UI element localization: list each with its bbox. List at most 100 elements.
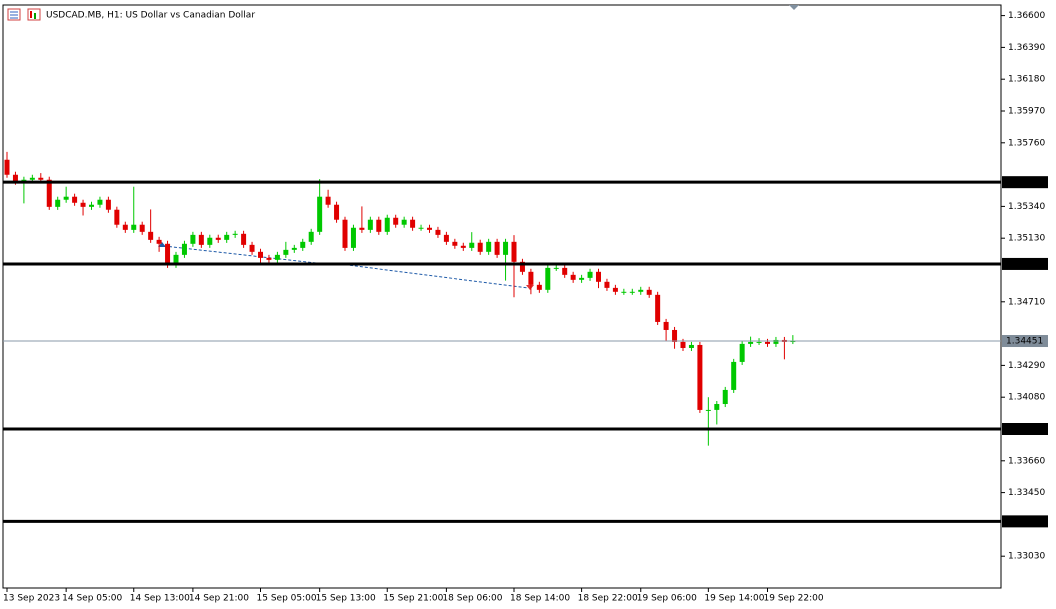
candle-body	[486, 241, 492, 252]
candle-body	[773, 339, 779, 344]
level-label: 1.33260	[1006, 517, 1043, 527]
candle-body	[579, 277, 585, 280]
candle-body	[300, 241, 306, 248]
candle-body	[198, 234, 204, 245]
candle-body	[105, 199, 111, 210]
candle-body	[553, 267, 559, 269]
y-tick-label: 1.36600	[1008, 11, 1045, 21]
candle-body	[469, 242, 475, 248]
y-tick-label: 1.35760	[1008, 138, 1045, 148]
candle-body	[249, 244, 255, 252]
candle-body	[435, 229, 441, 235]
x-tick-label: 15 Sep 13:00	[316, 594, 376, 604]
candle-body	[545, 267, 551, 290]
candle-body	[393, 217, 399, 225]
x-tick-label: 14 Sep 13:00	[130, 594, 190, 604]
candle-body	[4, 159, 10, 175]
candle-body	[570, 274, 576, 280]
y-tick-label: 1.35130	[1008, 234, 1045, 244]
y-tick-label: 1.36390	[1008, 43, 1045, 53]
candle-body	[207, 237, 213, 245]
candle-body	[596, 271, 601, 282]
candle-body	[80, 202, 86, 207]
candle-body	[680, 341, 686, 348]
candle-body	[325, 196, 331, 205]
candle-body	[536, 284, 542, 290]
candle-body	[638, 289, 644, 292]
candle-body	[46, 179, 52, 207]
y-tick-label: 1.35970	[1008, 107, 1045, 117]
x-tick-label: 19 Sep 22:00	[764, 594, 824, 604]
candle-body	[181, 243, 187, 255]
candle-body	[714, 404, 720, 410]
candle-body	[697, 344, 703, 410]
candle-body	[629, 291, 635, 293]
level-box	[1002, 176, 1048, 189]
x-tick-label: 19 Sep 14:00	[704, 594, 764, 604]
candle-body	[308, 231, 314, 242]
symbol-icon	[7, 8, 41, 21]
candle-body	[460, 245, 466, 248]
candle-body	[748, 341, 754, 344]
candle-body	[410, 219, 416, 228]
candle-body	[165, 243, 171, 265]
candle-body	[139, 224, 145, 232]
x-tick-label: 19 Sep 06:00	[637, 594, 697, 604]
candle-body	[156, 239, 162, 244]
last-price-box	[1002, 335, 1048, 348]
candle-body	[612, 287, 618, 292]
candle-body	[655, 294, 661, 322]
candle-body	[519, 261, 525, 272]
candle-body	[97, 199, 103, 205]
trade-markers	[158, 242, 534, 290]
level-box	[1002, 423, 1048, 435]
candle-body	[621, 291, 627, 293]
candle-body	[731, 361, 737, 390]
candle-body	[12, 174, 18, 182]
candle-body	[528, 271, 534, 285]
candle-body	[114, 209, 120, 225]
shift-marker	[789, 5, 799, 10]
candle-body	[765, 341, 770, 344]
x-tick-label: 18 Sep 14:00	[510, 594, 570, 604]
candle-body	[418, 227, 424, 229]
candle-body	[241, 233, 247, 245]
candle-body	[131, 224, 137, 230]
candle-body	[587, 271, 593, 278]
y-tick-label: 1.36180	[1008, 75, 1045, 85]
x-tick-label: 14 Sep 21:00	[189, 594, 249, 604]
candle-body	[503, 241, 509, 255]
candle-body	[72, 196, 78, 203]
x-tick-label: 13 Sep 2023	[3, 594, 60, 604]
y-tick-label: 1.33030	[1008, 552, 1045, 562]
y-tick-label: 1.34080	[1008, 393, 1045, 403]
candle-body	[401, 219, 407, 225]
candle-body	[215, 237, 221, 240]
candle-body	[283, 249, 289, 255]
candle-body	[477, 242, 483, 252]
level-box	[1002, 257, 1048, 270]
candle-body	[89, 204, 94, 207]
candle-body	[55, 199, 61, 207]
candle-body	[148, 231, 154, 240]
candle-body	[367, 219, 373, 230]
level-box	[1002, 515, 1048, 528]
candle-body	[122, 224, 128, 230]
level-label: 1.35500	[1006, 178, 1043, 188]
x-tick-label: 15 Sep 05:00	[257, 594, 317, 604]
candle-body	[190, 234, 196, 244]
candle-body	[663, 321, 669, 330]
candle-body	[232, 233, 238, 235]
candle-body	[29, 177, 35, 180]
candle-body	[224, 234, 230, 240]
candle-body	[63, 196, 69, 200]
candle-body	[38, 177, 44, 180]
candle-body	[604, 281, 610, 288]
candle-body	[452, 241, 458, 246]
level-label: 1.33870	[1006, 425, 1043, 435]
candle-body	[722, 389, 728, 405]
y-tick-label: 1.35340	[1008, 202, 1045, 212]
candle-body	[511, 241, 517, 262]
candle-body	[494, 241, 500, 255]
